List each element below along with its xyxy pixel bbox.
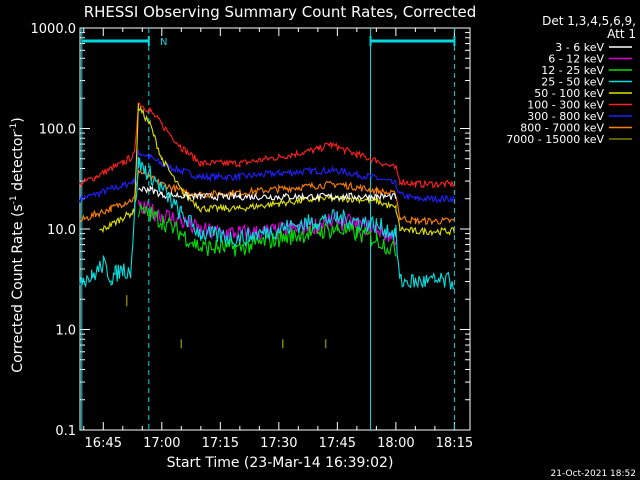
x-tick-label: 16:45: [85, 436, 122, 451]
legend-label: 50 - 100 keV: [534, 87, 604, 100]
y-tick-label: 1.0: [55, 324, 76, 339]
y-tick-label: 0.1: [55, 424, 76, 439]
y-axis-label-part1: Corrected Count Rate (s: [10, 204, 26, 372]
series-layer: [79, 102, 455, 349]
legend-header-line1: Det 1,3,4,5,6,9,: [542, 14, 636, 28]
y-tick-label: 100.0: [39, 123, 76, 138]
flag-label: N: [160, 37, 167, 48]
x-tick-label: 18:15: [436, 436, 473, 451]
x-tick-label: 17:00: [143, 436, 180, 451]
legend-label: 100 - 300 keV: [527, 99, 604, 112]
plot-axes: 0.1 1.0 10.0 100.0 1000.0 16:45 17:00 17:15 17:3…: [31, 22, 474, 451]
legend-header-line2: Att 1: [607, 27, 636, 41]
plot-frame: [79, 27, 471, 431]
legend-label: 25 - 50 keV: [541, 76, 604, 89]
y-axis-label-sup2: -1: [9, 123, 19, 132]
time-markers: [81, 28, 456, 430]
x-tick-label: 17:45: [319, 436, 356, 451]
legend-label: 3 - 6 keV: [555, 41, 604, 54]
series-25-50-keV: [79, 156, 455, 290]
series-3-6-keV: [138, 185, 397, 202]
legend-label: 300 - 800 keV: [527, 110, 604, 123]
series-50-100-keV: [99, 103, 455, 237]
x-tick-label: 17:15: [202, 436, 239, 451]
y-axis-label-sup1: -1: [9, 195, 19, 204]
y-axis-label-part3: ): [10, 117, 26, 122]
y-axis-label-part2: detector: [10, 132, 26, 196]
x-axis-label: Start Time (23-Mar-14 16:39:02): [167, 455, 394, 471]
series-300-800-keV: [79, 149, 455, 204]
legend-label: 6 - 12 keV: [548, 53, 604, 66]
chart-title: RHESSI Observing Summary Count Rates, Co…: [84, 3, 477, 21]
series-800-7000-keV: [79, 168, 455, 226]
y-tick-label: 10.0: [47, 223, 76, 238]
series-100-300-keV: [79, 102, 455, 189]
x-tick-label: 17:30: [260, 436, 297, 451]
x-tick-label: 18:00: [377, 436, 414, 451]
y-tick-label: 1000.0: [31, 22, 77, 37]
legend-label: 7000 - 15000 keV: [506, 133, 604, 146]
y-axis-label: Corrected Count Rate (s-1 detector-1): [9, 117, 26, 372]
legend-label: 12 - 25 keV: [541, 64, 604, 77]
footer-date: 21-Oct-2021 18:52: [551, 469, 636, 479]
legend-label: 800 - 7000 keV: [520, 122, 604, 135]
